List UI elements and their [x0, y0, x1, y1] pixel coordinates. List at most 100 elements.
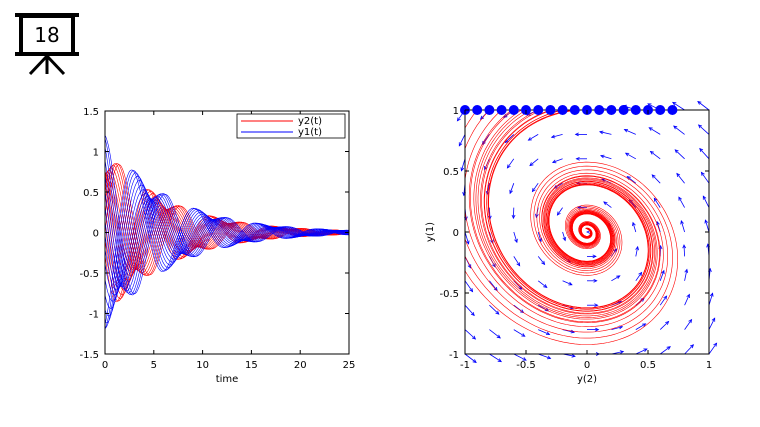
initial-point	[508, 105, 519, 115]
x-tick-label: 5	[151, 360, 157, 371]
vector-arrow	[537, 280, 548, 288]
x-tick-label: 15	[245, 360, 258, 371]
vector-arrow	[649, 150, 661, 160]
vector-arrow	[708, 342, 718, 355]
vector-arrow	[659, 295, 668, 306]
vector-arrow	[537, 256, 546, 266]
y-tick-label: -1	[89, 310, 99, 321]
vector-arrow	[489, 329, 501, 339]
phase-trajectory	[487, 110, 649, 309]
y-tick-label: -0.5	[79, 269, 99, 280]
vector-arrow	[513, 353, 527, 361]
vector-arrow	[489, 353, 502, 363]
vector-arrow	[611, 275, 621, 282]
vector-arrow	[556, 207, 563, 216]
vector-arrow	[464, 353, 477, 364]
initial-point	[569, 105, 580, 115]
initial-point	[557, 105, 568, 115]
y-tick-label: -1.5	[79, 350, 99, 361]
vector-arrow	[674, 149, 685, 160]
trajectory-line	[104, 175, 350, 324]
vector-arrow	[678, 196, 685, 208]
phase-trajectory	[468, 110, 673, 324]
presentation-board-icon	[15, 13, 79, 76]
legend-label-y1: y1(t)	[298, 127, 322, 138]
vector-arrow	[460, 158, 466, 172]
phase-trajectories	[465, 110, 679, 345]
y-tick-label: 0.5	[443, 167, 459, 178]
vector-arrow	[603, 201, 612, 208]
vector-arrow	[648, 127, 661, 135]
vector-arrow	[684, 318, 693, 330]
phase-trajectory	[465, 110, 668, 333]
vector-arrow	[684, 293, 690, 306]
x-tick-label: 0	[584, 360, 590, 371]
vector-arrow	[586, 230, 591, 234]
y-tick-label: 0.5	[83, 188, 99, 199]
vector-arrow	[481, 134, 490, 146]
phase-trajectory	[486, 110, 650, 310]
vector-arrow	[656, 220, 661, 233]
phase-trajectory	[465, 110, 673, 339]
vector-arrow	[464, 304, 475, 317]
x-tick-label: 10	[196, 360, 209, 371]
vector-arrow	[632, 221, 637, 233]
vector-arrow	[651, 174, 661, 184]
vector-arrow	[611, 350, 625, 355]
vector-arrow	[659, 320, 670, 330]
vector-arrow	[575, 156, 587, 161]
phase-trajectory	[473, 110, 661, 320]
time-series-ticks: 0 5 10 15 20 25 -1.5 -1 -0.5 0 0.5 1 1.5	[79, 107, 355, 371]
vector-arrow	[551, 158, 563, 164]
vector-arrow	[489, 280, 498, 292]
vector-arrow	[550, 134, 563, 139]
vector-arrow	[587, 254, 597, 259]
x-tick-label: 0	[102, 360, 108, 371]
time-series-xlabel: time	[216, 374, 239, 385]
vector-arrow	[624, 152, 636, 160]
y-tick-label: 0	[453, 228, 459, 239]
vector-arrow	[659, 269, 665, 281]
initial-point	[618, 105, 629, 115]
initial-point	[533, 105, 544, 115]
vector-arrow	[509, 183, 515, 195]
vector-arrow	[708, 317, 716, 330]
vector-arrow	[513, 256, 521, 267]
vector-arrow	[653, 197, 661, 208]
trajectory-line	[104, 170, 349, 330]
vector-arrow	[611, 325, 624, 330]
vector-arrow	[513, 231, 518, 244]
trajectory-line	[104, 180, 350, 317]
slide-number-badge: 18	[0, 0, 90, 80]
vector-arrow	[700, 171, 710, 184]
initial-point	[667, 105, 678, 115]
vector-arrow	[506, 158, 515, 169]
vector-arrow	[684, 268, 689, 281]
legend-label-y2: y2(t)	[298, 116, 322, 127]
time-series-legend: y2(t) y1(t)	[236, 113, 346, 139]
vector-arrow	[587, 303, 599, 308]
vector-arrow	[458, 134, 466, 147]
time-series-lines	[104, 135, 350, 330]
x-tick-label: 1	[706, 360, 712, 371]
vector-arrow	[680, 220, 685, 233]
vector-arrow	[635, 348, 648, 355]
vector-arrow	[513, 329, 526, 337]
series-y1t	[104, 135, 350, 330]
phase-trajectory	[475, 110, 657, 318]
vector-arrow	[464, 329, 477, 340]
vector-arrow	[574, 132, 587, 137]
vector-arrow	[623, 129, 636, 135]
phase-trajectory	[465, 110, 679, 345]
vector-arrow	[699, 147, 710, 160]
vector-arrow	[659, 346, 671, 355]
vector-arrow	[676, 172, 685, 184]
phase-trajectory	[486, 110, 650, 310]
vector-arrow	[538, 329, 551, 335]
initial-point	[606, 105, 617, 115]
vector-arrow	[527, 134, 539, 141]
vector-arrow	[673, 125, 685, 135]
vector-arrow	[635, 323, 647, 330]
phase-xlabel: y(2)	[577, 374, 597, 385]
